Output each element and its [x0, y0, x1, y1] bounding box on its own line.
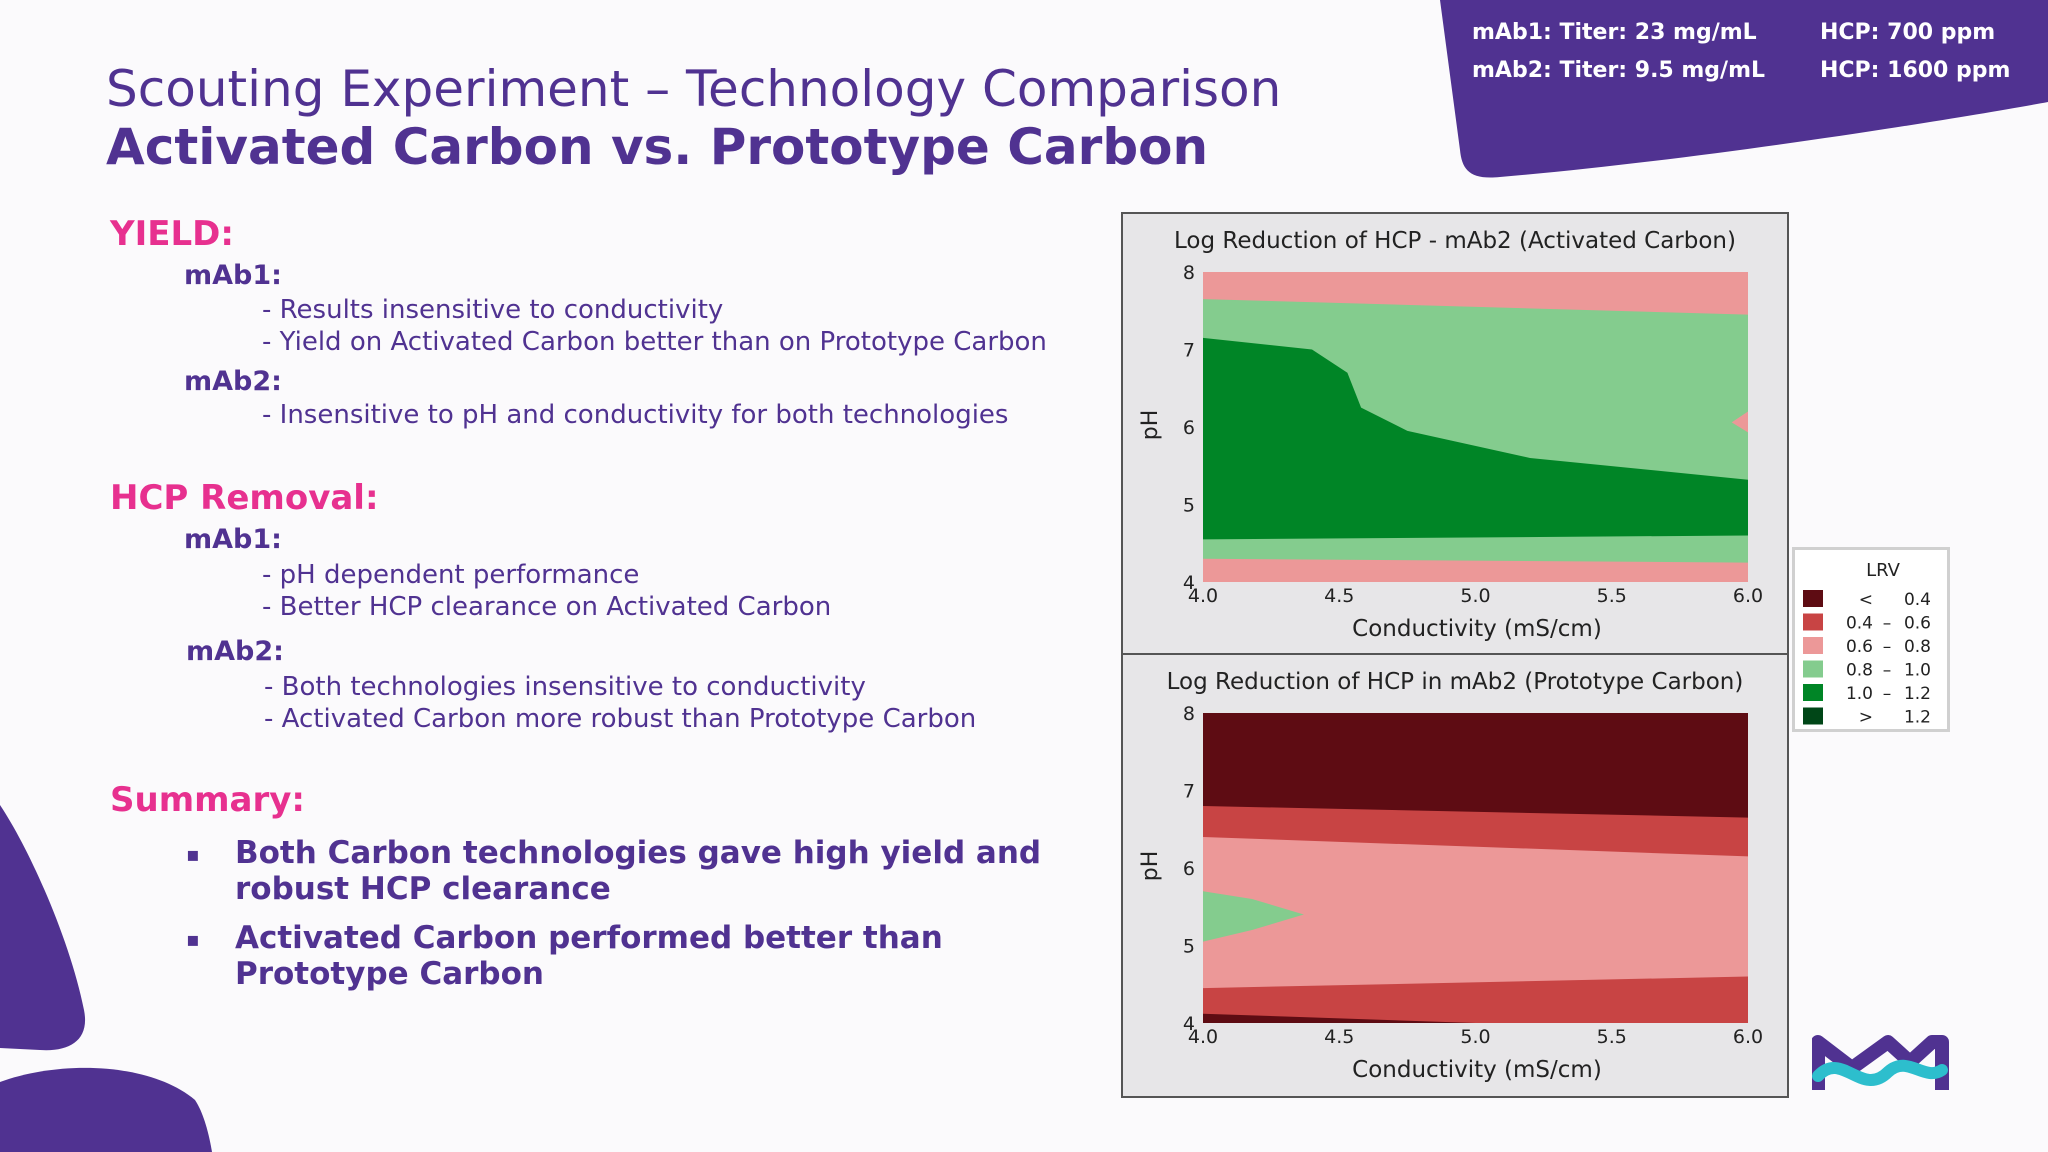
x-tick-label: 4.5	[1324, 1026, 1354, 1048]
y-tick-label: 6	[1183, 858, 1195, 880]
y-tick-label: 5	[1183, 495, 1195, 517]
legend-swatch	[1803, 707, 1823, 725]
bottom-left-blob-shape	[0, 1067, 212, 1152]
legend-range-start: >	[1859, 708, 1873, 728]
summary-point-2: Activated Carbon performed better than P…	[235, 920, 943, 992]
x-axis-label: Conductivity (mS/cm)	[1352, 1057, 1602, 1083]
x-tick-label: 6.0	[1733, 585, 1763, 607]
chart-title: Log Reduction of HCP - mAb2 (Activated C…	[1174, 228, 1736, 254]
legend-range-start: 0.4	[1846, 614, 1873, 634]
y-tick-label: 6	[1183, 417, 1195, 439]
yield-mab1-point-2: - Yield on Activated Carbon better than …	[262, 327, 1047, 357]
yield-mab2-label: mAb2:	[184, 366, 282, 397]
hcp-mab1-point-1: - pH dependent performance	[262, 560, 640, 590]
x-tick-label: 5.0	[1460, 585, 1490, 607]
summary-bullet-icon: ▪	[186, 842, 200, 866]
y-tick-label: 7	[1183, 781, 1195, 803]
y-axis-label: pH	[1138, 410, 1163, 441]
x-tick-label: 6.0	[1733, 1026, 1763, 1048]
legend-range-dash: –	[1883, 661, 1892, 681]
summary-bullet-icon: ▪	[186, 927, 200, 951]
hcp-mab1-point-2: - Better HCP clearance on Activated Carb…	[262, 592, 832, 622]
hcp-mab1-label: mAb1:	[184, 524, 282, 555]
badge-mab1-titer: mAb1: Titer: 23 mg/mL	[1472, 20, 1757, 45]
legend-swatch	[1803, 660, 1823, 678]
lrv-legend: LRV <0.4 0.4–0.6 0.6–0.8 0.8–1.0 1.0–1.2 >1.2	[1792, 547, 1950, 732]
y-tick-label: 4	[1183, 572, 1195, 594]
legend-range-end: 0.8	[1904, 637, 1931, 657]
y-tick-label: 8	[1183, 262, 1195, 284]
hcp-heading: HCP Removal:	[110, 478, 379, 518]
top-right-badge-shape	[1440, 0, 2048, 178]
y-axis-label: pH	[1138, 851, 1163, 882]
yield-mab2-point-1: - Insensitive to pH and conductivity for…	[262, 400, 1009, 430]
summary-heading: Summary:	[110, 780, 306, 820]
x-tick-label: 5.5	[1597, 1026, 1627, 1048]
left-blob-shape	[0, 805, 86, 1051]
contour-region-3	[1731, 411, 1748, 433]
y-tick-label: 4	[1183, 1013, 1195, 1035]
legend-range-end: 0.4	[1904, 590, 1931, 610]
badge-mab2-hcp: HCP: 1600 ppm	[1820, 58, 2011, 83]
hcp-mab2-label: mAb2:	[186, 636, 284, 667]
x-tick-label: 4.0	[1188, 1026, 1218, 1048]
legend-range-start: 0.8	[1846, 661, 1873, 681]
contour-region-2	[1203, 337, 1748, 540]
legend-range-dash: –	[1883, 637, 1892, 657]
yield-mab1-label: mAb1:	[184, 260, 282, 291]
legend-swatch	[1803, 684, 1823, 701]
y-tick-label: 8	[1183, 703, 1195, 725]
company-logo	[1812, 1035, 1949, 1090]
legend-swatch	[1803, 637, 1823, 654]
x-tick-label: 5.5	[1597, 585, 1627, 607]
page-subtitle: Activated Carbon vs. Prototype Carbon	[106, 118, 1209, 176]
legend-range-end: 1.2	[1904, 684, 1931, 704]
legend-range-end: 1.0	[1904, 661, 1931, 681]
y-tick-label: 5	[1183, 936, 1195, 958]
yield-heading: YIELD:	[110, 214, 234, 254]
legend-range-start: <	[1859, 590, 1873, 610]
badge-mab1-hcp: HCP: 700 ppm	[1820, 20, 1996, 45]
summary-point-1: Both Carbon technologies gave high yield…	[235, 835, 1042, 907]
page-title: Scouting Experiment – Technology Compari…	[106, 60, 1282, 118]
badge-mab2-titer: mAb2: Titer: 9.5 mg/mL	[1472, 58, 1766, 83]
legend-range-dash: –	[1883, 684, 1892, 704]
contour-region-2	[1203, 837, 1748, 989]
contour-chart-prototype: Log Reduction of HCP in mAb2 (Prototype …	[1138, 669, 1763, 1083]
x-tick-label: 4.5	[1324, 585, 1354, 607]
yield-mab1-point-1: - Results insensitive to conductivity	[262, 295, 724, 325]
legend-range-dash: –	[1883, 614, 1892, 634]
x-tick-label: 4.0	[1188, 585, 1218, 607]
x-axis-label: Conductivity (mS/cm)	[1352, 616, 1602, 642]
legend-range-end: 0.6	[1904, 614, 1931, 634]
legend-range-start: 1.0	[1846, 684, 1873, 704]
contour-region-3	[1203, 891, 1304, 942]
hcp-mab2-point-2: - Activated Carbon more robust than Prot…	[264, 704, 977, 734]
hcp-mab2-point-1: - Both technologies insensitive to condu…	[264, 672, 866, 702]
legend-range-start: 0.6	[1846, 637, 1873, 657]
legend-range-end: 1.2	[1904, 708, 1931, 728]
legend-swatch	[1803, 613, 1823, 631]
x-tick-label: 5.0	[1460, 1026, 1490, 1048]
legend-swatch	[1803, 590, 1823, 607]
contour-chart-activated: Log Reduction of HCP - mAb2 (Activated C…	[1138, 228, 1763, 642]
y-tick-label: 7	[1183, 340, 1195, 362]
legend-title: LRV	[1866, 560, 1901, 581]
chart-title: Log Reduction of HCP in mAb2 (Prototype …	[1167, 669, 1744, 695]
